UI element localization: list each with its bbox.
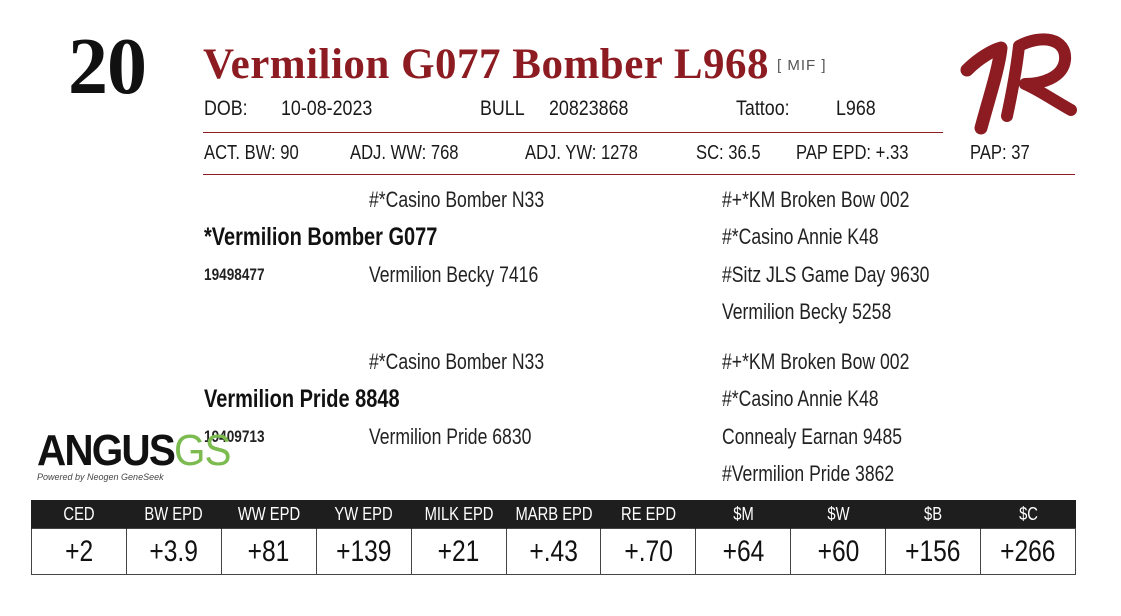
- dam-dam: Vermilion Pride 6830: [369, 424, 532, 449]
- epd-header-label: $W: [827, 503, 850, 524]
- sire-dam: Vermilion Becky 7416: [369, 262, 539, 287]
- epd-value-ced: +2: [31, 528, 127, 575]
- epd-header-label: $C: [1018, 503, 1038, 524]
- epd-header-label: MILK EPD: [424, 503, 494, 524]
- epd-header-label: MARB EPD: [514, 503, 593, 524]
- epd-value-label: +64: [722, 534, 765, 568]
- epd-value-label: +3.9: [149, 534, 199, 568]
- sire-ggp-3: #Sitz JLS Game Day 9630: [722, 262, 930, 287]
- dam-name: Vermilion Pride 8848: [204, 385, 400, 413]
- epd-value-label: +139: [335, 534, 392, 568]
- epd-header-marb-epd: MARB EPD: [505, 500, 601, 529]
- epd-value-label: +156: [905, 534, 961, 568]
- epd-value-bw-epd: +3.9: [125, 528, 222, 575]
- epd-header-dollar-m: $M: [695, 500, 791, 529]
- registration-number: 20823868: [549, 97, 629, 120]
- epd-value-label: +.43: [529, 534, 578, 568]
- title-divider: [203, 132, 943, 133]
- animal-name: Vermilion G077 Bomber L968 [ MIF ]: [203, 38, 827, 93]
- epd-header-dollar-w: $W: [790, 500, 886, 529]
- animal-name-text: Vermilion G077 Bomber L968: [203, 41, 770, 88]
- tattoo-label: Tattoo:: [736, 97, 790, 120]
- epd-header-label: $M: [733, 503, 754, 524]
- actual-birth-weight: ACT. BW: 90: [204, 142, 299, 164]
- epd-header-ced: CED: [31, 500, 127, 529]
- pap-value: PAP: 37: [970, 142, 1030, 164]
- adjusted-yearling-weight: ADJ. YW: 1278: [525, 142, 638, 164]
- logo-suffix-text: GS: [173, 426, 232, 475]
- epd-value-label: +60: [817, 534, 860, 568]
- epd-value-marb-epd: +.43: [505, 528, 602, 575]
- dam-sire: #*Casino Bomber N33: [369, 349, 545, 374]
- dam-ggp-4: #Vermilion Pride 3862: [722, 461, 895, 486]
- scrotal-circumference: SC: 36.5: [696, 142, 761, 164]
- epd-header-re-epd: RE EPD: [600, 500, 696, 529]
- epd-value-label: +2: [64, 534, 93, 568]
- epd-header-yw-epd: YW EPD: [315, 500, 412, 529]
- epd-value-yw-epd: +139: [315, 528, 412, 575]
- epd-header-milk-epd: MILK EPD: [410, 500, 507, 529]
- epd-table: CED BW EPD WW EPD YW EPD MILK EPD MARB EPD RE …: [31, 500, 1076, 575]
- sire-ggp-1: #+*KM Broken Bow 002: [722, 187, 910, 212]
- dam-registration: 19409713: [204, 427, 265, 446]
- epd-header-label: YW EPD: [334, 503, 393, 524]
- epd-value-label: +21: [437, 534, 480, 568]
- epd-header-label: BW EPD: [144, 503, 203, 524]
- epd-value-label: +81: [247, 534, 290, 568]
- epd-header-row: CED BW EPD WW EPD YW EPD MILK EPD MARB EPD RE …: [31, 500, 1076, 529]
- epd-value-dollar-m: +64: [695, 528, 792, 575]
- angus-gs-logo: ANGUSGS Powered by Neogen GeneSeek: [37, 426, 247, 483]
- sire-sire: #*Casino Bomber N33: [369, 187, 545, 212]
- epd-value-row: +2 +3.9 +81 +139 +21 +.43 +.70 +64 +60 +156 +266: [31, 528, 1076, 575]
- logo-main-text: ANGUS: [37, 426, 176, 475]
- pap-epd: PAP EPD: +.33: [796, 142, 909, 164]
- dam-ggp-1: #+*KM Broken Bow 002: [722, 349, 910, 374]
- dob-label: DOB:: [204, 97, 248, 120]
- epd-header-label: $B: [924, 503, 943, 524]
- epd-value-dollar-c: +266: [980, 528, 1076, 575]
- dam-ggp-3: Connealy Earnan 9485: [722, 424, 903, 449]
- epd-header-bw-epd: BW EPD: [125, 500, 222, 529]
- brand-mark-icon: [960, 33, 1077, 135]
- sire-name: *Vermilion Bomber G077: [204, 223, 438, 251]
- lot-number: 20: [68, 23, 147, 111]
- epd-value-ww-epd: +81: [220, 528, 317, 575]
- epd-header-label: WW EPD: [237, 503, 300, 524]
- epd-header-label: RE EPD: [620, 503, 676, 524]
- stats-divider: [203, 174, 1075, 175]
- sex-label: BULL: [480, 97, 525, 120]
- epd-header-ww-epd: WW EPD: [220, 500, 317, 529]
- dob-value: 10-08-2023: [281, 97, 373, 120]
- epd-value-label: +266: [1000, 534, 1056, 568]
- epd-value-re-epd: +.70: [600, 528, 697, 575]
- epd-value-dollar-w: +60: [790, 528, 887, 575]
- epd-header-label: CED: [63, 503, 95, 524]
- sire-registration: 19498477: [204, 265, 265, 284]
- epd-header-dollar-c: $C: [980, 500, 1076, 529]
- epd-header-dollar-b: $B: [885, 500, 981, 529]
- sire-ggp-4: Vermilion Becky 5258: [722, 299, 892, 324]
- sire-ggp-2: #*Casino Annie K48: [722, 224, 879, 249]
- epd-value-milk-epd: +21: [410, 528, 507, 575]
- logo-subtitle: Powered by Neogen GeneSeek: [37, 472, 164, 482]
- tattoo-value: L968: [836, 97, 876, 120]
- animal-tag: [ MIF ]: [777, 57, 827, 74]
- epd-value-label: +.70: [624, 534, 673, 568]
- adjusted-weaning-weight: ADJ. WW: 768: [350, 142, 459, 164]
- epd-value-dollar-b: +156: [885, 528, 982, 575]
- dam-ggp-2: #*Casino Annie K48: [722, 386, 879, 411]
